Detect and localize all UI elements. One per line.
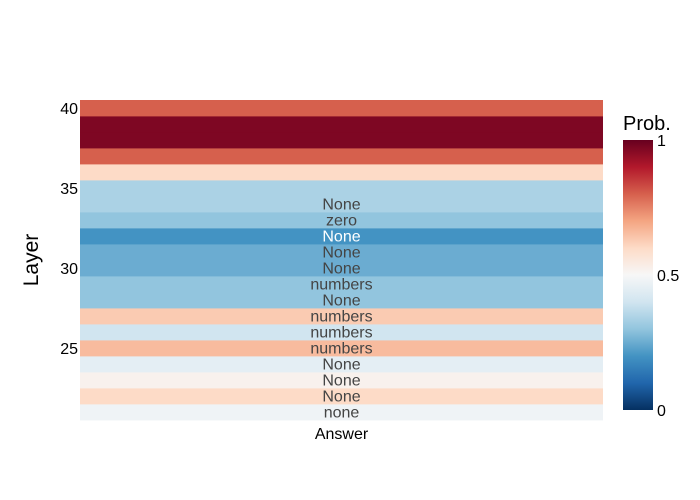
- y-tick-label: 35: [60, 181, 78, 198]
- colorbar-title: Prob.: [623, 113, 671, 135]
- colorbar-tick-label: 0: [657, 403, 666, 420]
- heatmap-cell: [80, 308, 603, 325]
- heatmap-cell: [80, 388, 603, 405]
- y-axis-ticks: 25 30 35 40: [60, 101, 78, 358]
- colorbar: Prob. 00.51: [623, 113, 679, 420]
- colorbar-ticks: 00.51: [657, 133, 679, 420]
- cell-label: numbers: [310, 277, 372, 294]
- heatmap-cell: [80, 260, 603, 277]
- heatmap-cell: [80, 276, 603, 293]
- cell-label: numbers: [310, 309, 372, 326]
- cell-label: numbers: [310, 341, 372, 358]
- colorbar-gradient: [623, 140, 653, 410]
- heatmap-cell: [80, 196, 603, 213]
- heatmap-cells: [80, 100, 603, 421]
- heatmap-cell: [80, 292, 603, 309]
- cell-label: numbers: [310, 325, 372, 342]
- cell-label: None: [322, 357, 360, 374]
- cell-label: None: [322, 229, 360, 246]
- y-tick-label: 40: [60, 101, 78, 118]
- y-axis-title: Layer: [20, 234, 43, 287]
- heatmap-cell: [80, 132, 603, 149]
- heatmap-cell: [80, 324, 603, 341]
- heatmap-cell: [80, 372, 603, 389]
- heatmap-cell: [80, 116, 603, 133]
- cell-label: None: [322, 389, 360, 406]
- y-tick-label: 25: [60, 341, 78, 358]
- cell-label: None: [322, 245, 360, 262]
- x-tick-label: Answer: [315, 426, 369, 443]
- heatmap-cell: [80, 164, 603, 181]
- y-tick-label: 30: [60, 261, 78, 278]
- cell-label: none: [324, 405, 360, 422]
- heatmap-cell: [80, 100, 603, 117]
- cell-label: zero: [326, 213, 357, 230]
- cell-label: None: [322, 293, 360, 310]
- heatmap-cell: [80, 356, 603, 373]
- cell-label: None: [322, 197, 360, 214]
- cell-labels: noneNoneNoneNonenumbersnumbersnumbersNon…: [310, 197, 372, 422]
- heatmap-cell: [80, 148, 603, 165]
- heatmap-cell: [80, 244, 603, 261]
- heatmap-cell: [80, 212, 603, 229]
- heatmap-cell: [80, 340, 603, 357]
- heatmap-cell: [80, 180, 603, 197]
- cell-label: None: [322, 261, 360, 278]
- cell-label: None: [322, 373, 360, 390]
- colorbar-tick-label: 0.5: [657, 268, 679, 285]
- heatmap-cell: [80, 228, 603, 245]
- heatmap-cell: [80, 404, 603, 421]
- colorbar-tick-label: 1: [657, 133, 666, 150]
